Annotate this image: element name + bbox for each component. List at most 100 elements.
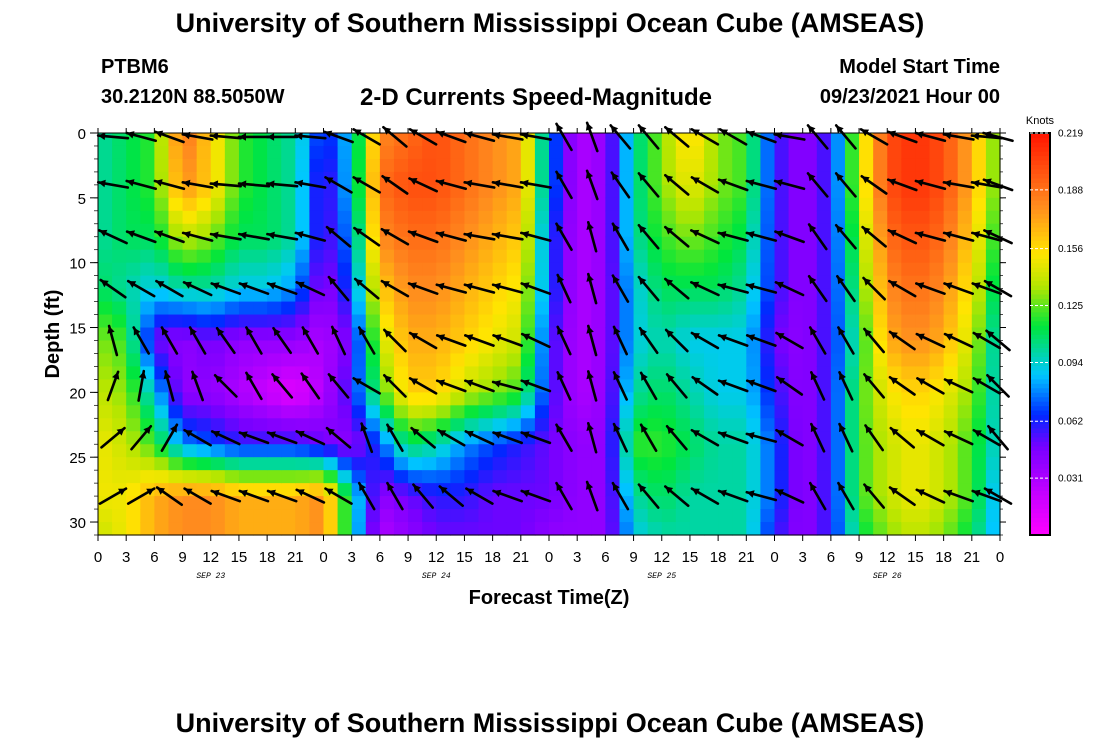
heatmap-cell <box>506 301 522 316</box>
heatmap-cell <box>337 418 353 432</box>
heatmap-cell <box>281 262 296 277</box>
current-arrow <box>972 428 1002 447</box>
heatmap-cell <box>196 262 212 277</box>
x-tick-label: 12 <box>879 549 896 566</box>
heatmap-cell <box>309 327 325 342</box>
heatmap-cell <box>746 145 761 160</box>
x-tick-label: 18 <box>935 549 952 566</box>
heatmap-cell <box>704 405 719 419</box>
heatmap-cell <box>351 145 367 160</box>
current-arrow <box>942 179 975 189</box>
heatmap-cell <box>365 457 381 471</box>
heatmap-cell <box>379 470 395 484</box>
current-arrow <box>357 481 376 511</box>
heatmap-cell <box>802 457 818 471</box>
heatmap-cell <box>830 522 846 536</box>
heatmap-cell <box>746 366 761 380</box>
heatmap-cell <box>267 210 282 225</box>
heatmap-cell <box>436 496 451 510</box>
heatmap-cell <box>393 392 409 406</box>
current-arrow <box>325 426 352 449</box>
heatmap-cell <box>126 197 141 212</box>
chart-subtitle: 2-D Currents Speed-Magnitude <box>360 84 713 111</box>
heatmap-cell <box>295 184 310 199</box>
heatmap-cell <box>943 496 959 510</box>
heatmap-cell <box>379 392 395 406</box>
heatmap-cell <box>168 223 184 238</box>
heatmap-cell <box>351 197 367 212</box>
heatmap-cell <box>915 145 931 160</box>
heatmap-cell <box>549 522 564 536</box>
colorbar-segment <box>1030 356 1050 362</box>
heatmap-cell <box>534 223 550 238</box>
colorbar-segment <box>1030 320 1050 326</box>
current-arrow <box>745 179 778 191</box>
heatmap-cell <box>140 275 155 290</box>
colorbar-segment <box>1030 499 1050 505</box>
heatmap-cell <box>112 509 127 523</box>
x-tick-label: 21 <box>287 549 304 566</box>
colorbar-segment <box>1030 141 1050 148</box>
y-tick-label: 10 <box>69 256 86 273</box>
current-arrow <box>266 282 298 296</box>
heatmap-cell <box>732 262 747 277</box>
heatmap-cell <box>929 509 945 523</box>
current-arrow <box>213 373 238 398</box>
current-arrow <box>639 371 658 401</box>
heatmap-cell <box>971 405 987 419</box>
heatmap-cell <box>887 444 902 458</box>
heatmap-cell <box>520 444 536 458</box>
heatmap-cell <box>689 236 705 251</box>
current-arrow <box>775 375 804 396</box>
heatmap-cell <box>323 392 339 406</box>
heatmap-cell <box>506 145 522 160</box>
heatmap-cell <box>154 301 170 316</box>
heatmap-cell <box>619 457 635 471</box>
heatmap-cell <box>492 184 508 199</box>
heatmap-cell <box>732 457 747 471</box>
heatmap-cell <box>577 184 592 199</box>
heatmap-cell <box>506 470 522 484</box>
current-arrow <box>864 424 885 452</box>
heatmap-cell <box>718 236 733 251</box>
heatmap-cell <box>224 171 240 186</box>
x-tick-label: 0 <box>319 549 327 566</box>
current-arrow <box>209 231 242 241</box>
heatmap-cell <box>182 301 198 316</box>
heatmap-cell <box>859 236 874 251</box>
current-arrow <box>556 325 572 356</box>
heatmap-cell <box>168 314 184 329</box>
heatmap-cell <box>464 249 480 264</box>
heatmap-cell <box>915 314 931 329</box>
heatmap-cell <box>718 418 733 432</box>
heatmap-cell <box>253 470 268 484</box>
heatmap-cell <box>492 457 508 471</box>
bottom-title: University of Southern Mississippi Ocean… <box>175 708 925 738</box>
heatmap-cell <box>563 509 578 523</box>
heatmap-cell <box>802 496 818 510</box>
heatmap-cell <box>196 431 212 445</box>
heatmap-cell <box>464 301 480 316</box>
heatmap-cell <box>224 133 240 147</box>
heatmap-cell <box>605 353 621 368</box>
heatmap-cell <box>605 145 621 160</box>
y-tick-label: 0 <box>78 126 86 143</box>
heatmap-cell <box>534 470 550 484</box>
heatmap-cell <box>661 133 677 147</box>
heatmap-cell <box>309 197 325 212</box>
heatmap-cell <box>661 262 677 277</box>
heatmap-cell <box>633 522 649 536</box>
heatmap-cell <box>408 236 423 251</box>
heatmap-cell <box>619 353 635 368</box>
heatmap-cell <box>337 184 353 199</box>
heatmap-cell <box>196 457 212 471</box>
heatmap-cell <box>915 496 931 510</box>
heatmap-cell <box>238 457 254 471</box>
heatmap-cell <box>520 418 536 432</box>
heatmap-cell <box>689 314 705 329</box>
heatmap-cell <box>238 158 254 173</box>
heatmap-cell <box>689 145 705 160</box>
heatmap-cell <box>478 392 494 406</box>
heatmap-cell <box>957 171 973 186</box>
heatmap-cell <box>196 314 212 329</box>
